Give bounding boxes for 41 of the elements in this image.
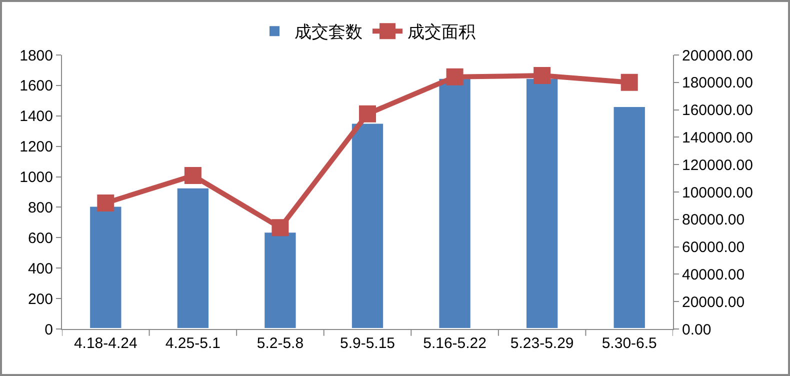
x-tick-label: 5.30-6.5 — [602, 335, 657, 352]
y-tick-label: 1200 — [20, 138, 53, 156]
point — [446, 68, 464, 86]
y-tick-label: 1000 — [20, 169, 53, 186]
bar — [262, 230, 298, 329]
y-tick-label: 200 — [28, 290, 53, 308]
point — [184, 167, 202, 184]
y-tick-label: 1600 — [20, 78, 53, 95]
bar — [350, 122, 386, 329]
x-tick-label: 4.25-5.1 — [165, 335, 220, 352]
y2-tick-label: 120000.00 — [682, 156, 753, 174]
x-tick-label: 4.18-4.24 — [74, 335, 138, 352]
y2-tick-label: 80000.00 — [682, 212, 745, 229]
point — [97, 194, 114, 212]
legend-label: 成交套数 — [294, 22, 362, 42]
x-tick-label: 5.2-5.8 — [256, 335, 304, 352]
y-tick-label: 1800 — [20, 47, 53, 64]
bar — [88, 204, 124, 329]
y-tick-label: 0 — [44, 321, 53, 338]
y2-tick-label: 0.00 — [682, 321, 712, 338]
y2-tick-label: 180000.00 — [682, 74, 753, 92]
x-tick-label: 5.9-5.15 — [340, 335, 396, 352]
y2-tick-label: 200000.00 — [682, 47, 753, 64]
y2-tick-label: 60000.00 — [682, 239, 745, 256]
y-tick-label: 1400 — [20, 108, 53, 126]
y2-tick-label: 20000.00 — [682, 294, 745, 311]
y-tick-label: 600 — [28, 230, 53, 247]
x-tick-label: 5.16-5.22 — [423, 335, 486, 352]
y2-tick-label: 160000.00 — [682, 102, 753, 120]
point — [359, 105, 376, 122]
y2-tick-label: 100000.00 — [682, 184, 753, 202]
point — [534, 67, 551, 84]
point — [620, 74, 638, 91]
y2-tick-label: 140000.00 — [682, 129, 753, 146]
y-tick-label: 800 — [28, 199, 53, 216]
legend-label: 成交面积 — [408, 22, 476, 42]
point — [272, 219, 289, 236]
bar — [437, 76, 472, 329]
x-tick-label: 5.23-5.29 — [510, 335, 574, 352]
y-tick-label: 400 — [28, 260, 53, 278]
y2-tick-label: 40000.00 — [682, 266, 745, 284]
